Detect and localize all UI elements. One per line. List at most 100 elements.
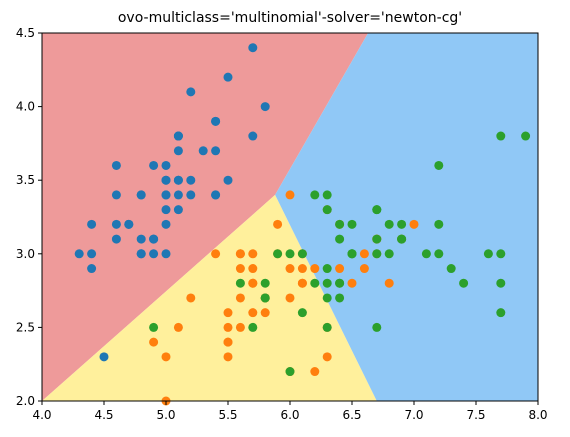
series-2-point [459,278,469,288]
series-2-point [310,278,320,288]
series-0-point [161,190,171,200]
series-2-point [434,249,444,259]
series-2-point [310,190,320,200]
series-0-point [136,190,146,200]
series-0-point [211,116,221,126]
series-1-point [359,249,369,259]
series-1-point [347,278,357,288]
series-2-point [285,367,295,377]
series-2-point [335,219,345,229]
series-0-point [223,175,233,185]
series-2-point [347,219,357,229]
series-0-point [99,352,109,362]
region-2 [275,33,538,401]
series-1-point [359,264,369,274]
series-2-point [347,249,357,259]
series-1-point [235,264,245,274]
series-2-point [421,249,431,259]
series-2-point [335,293,345,303]
series-2-point [297,249,307,259]
series-2-point [434,219,444,229]
x-tick-label: 6.0 [280,408,299,422]
series-0-point [260,102,270,112]
series-2-point [496,131,506,141]
series-2-point [273,249,283,259]
series-1-point [248,264,258,274]
scatter-points [74,43,531,406]
series-1-point [322,352,332,362]
series-1-point [285,264,295,274]
series-2-point [397,219,407,229]
series-2-point [397,234,407,244]
series-2-point [496,278,506,288]
series-2-point [372,205,382,215]
series-1-point [223,337,233,347]
series-0-point [211,190,221,200]
series-0-point [149,234,159,244]
series-1-point [297,264,307,274]
x-tick-label: 5.5 [218,408,237,422]
series-2-point [434,160,444,170]
series-2-point [322,322,332,332]
x-tick-label: 4.5 [94,408,113,422]
series-1-point [297,278,307,288]
series-0-point [173,146,183,156]
series-1-point [235,249,245,259]
series-1-point [310,367,320,377]
series-0-point [211,146,221,156]
series-1-point [235,322,245,332]
series-0-point [173,175,183,185]
series-0-point [161,175,171,185]
series-0-point [136,234,146,244]
series-1-point [161,352,171,362]
x-tick-label: 7.5 [466,408,485,422]
series-1-point [149,337,159,347]
decision-regions [42,33,538,401]
series-2-point [372,322,382,332]
series-0-point [198,146,208,156]
series-2-point [248,322,258,332]
series-2-point [384,249,394,259]
series-0-point [149,249,159,259]
series-0-point [74,249,84,259]
series-0-point [161,249,171,259]
y-tick-label: 2.0 [16,394,35,408]
series-2-point [260,278,270,288]
series-1-point [273,219,283,229]
series-1-point [223,322,233,332]
series-0-point [111,219,121,229]
series-2-point [446,264,456,274]
series-2-point [372,234,382,244]
series-2-point [322,205,332,215]
series-0-point [149,160,159,170]
series-2-point [496,308,506,318]
series-1-point [248,278,258,288]
series-0-point [186,175,196,185]
series-0-point [161,205,171,215]
x-axis-ticks: 4.0 4.5 5.0 5.5 6.0 6.5 7.0 7.5 8.0 [32,401,548,422]
series-2-point [335,234,345,244]
region-1 [42,194,377,401]
y-tick-label: 4.0 [16,100,35,114]
series-1-point [310,264,320,274]
series-1-point [235,293,245,303]
series-0-point [173,190,183,200]
x-tick-label: 5.0 [156,408,175,422]
series-1-point [211,249,221,259]
series-2-point [322,278,332,288]
series-1-point [173,322,183,332]
series-0-point [111,160,121,170]
y-tick-label: 3.5 [16,173,35,187]
x-tick-label: 4.0 [32,408,51,422]
series-2-point [521,131,531,141]
y-tick-label: 3.0 [16,247,35,261]
series-0-point [87,219,97,229]
series-2-point [483,249,493,259]
series-0-point [87,264,97,274]
chart-title: ovo-multiclass='multinomial'-solver='new… [118,10,462,26]
series-2-point [322,264,332,274]
series-1-point [186,293,196,303]
y-axis-ticks: 2.0 2.5 3.0 3.5 4.0 4.5 [16,26,42,408]
plot-frame [41,32,539,402]
